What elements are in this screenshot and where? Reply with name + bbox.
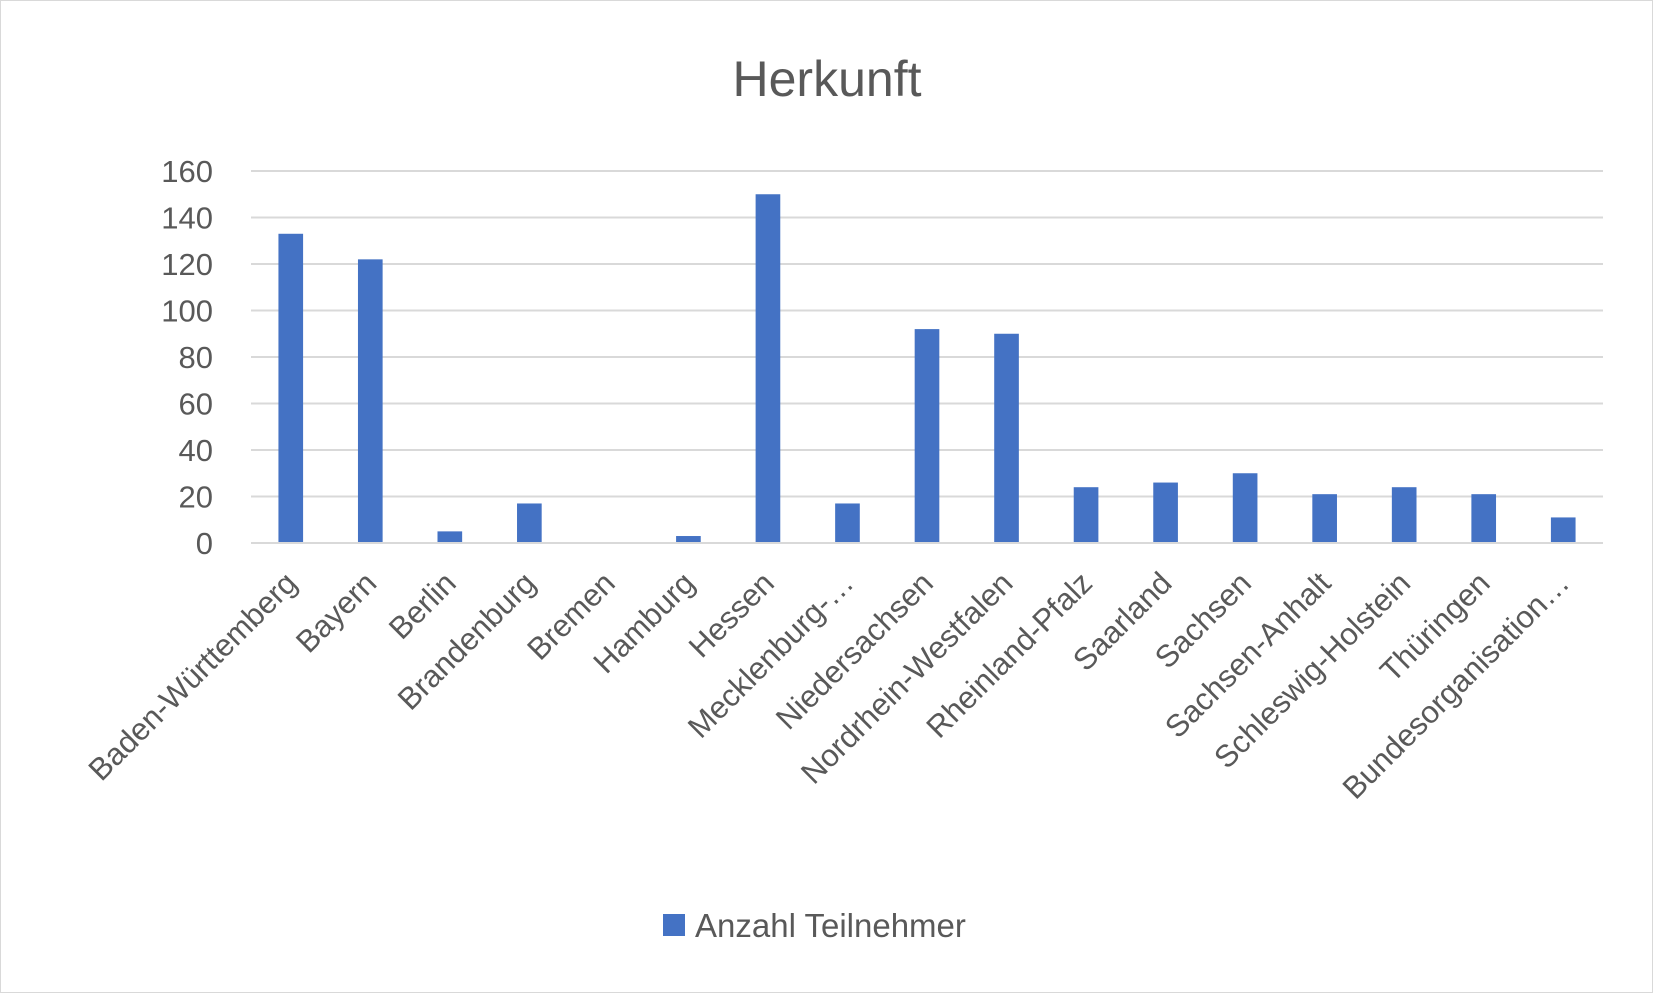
legend-label: Anzahl Teilnehmer (695, 907, 966, 944)
y-axis-ticks: 0 20 40 60 80 100 120 140 160 (161, 154, 213, 561)
bar (437, 531, 463, 543)
y-tick-label: 0 (196, 526, 213, 561)
bar (517, 503, 542, 543)
y-tick-label: 20 (179, 480, 213, 515)
bar (676, 536, 701, 543)
bar (1391, 487, 1417, 543)
bar (835, 503, 860, 543)
bar (1153, 482, 1178, 543)
y-tick-label: 120 (161, 247, 213, 282)
chart-title: Herkunft (733, 51, 922, 107)
x-tick-label: Baden-Württemberg (82, 565, 304, 787)
bar (1471, 494, 1497, 543)
x-tick-label: Brandenburg (391, 565, 542, 716)
y-tick-label: 40 (179, 433, 213, 468)
x-axis-ticks: Baden-WürttembergBayernBerlinBrandenburg… (82, 565, 1577, 806)
bar (755, 194, 781, 543)
y-tick-label: 60 (179, 387, 213, 422)
bar (278, 233, 304, 543)
bar (1232, 473, 1258, 543)
bar (1073, 487, 1099, 543)
y-tick-label: 140 (161, 201, 213, 236)
y-tick-label: 160 (161, 154, 213, 189)
x-tick-label: Bayern (289, 565, 383, 659)
bar (357, 259, 383, 543)
bar (1312, 494, 1337, 543)
bar (914, 329, 940, 543)
bar (994, 333, 1019, 543)
y-tick-label: 100 (161, 294, 213, 329)
legend: Anzahl Teilnehmer (663, 907, 966, 944)
y-tick-label: 80 (179, 340, 213, 375)
legend-swatch (663, 914, 685, 936)
bars (278, 194, 1576, 543)
bar (1550, 517, 1576, 543)
